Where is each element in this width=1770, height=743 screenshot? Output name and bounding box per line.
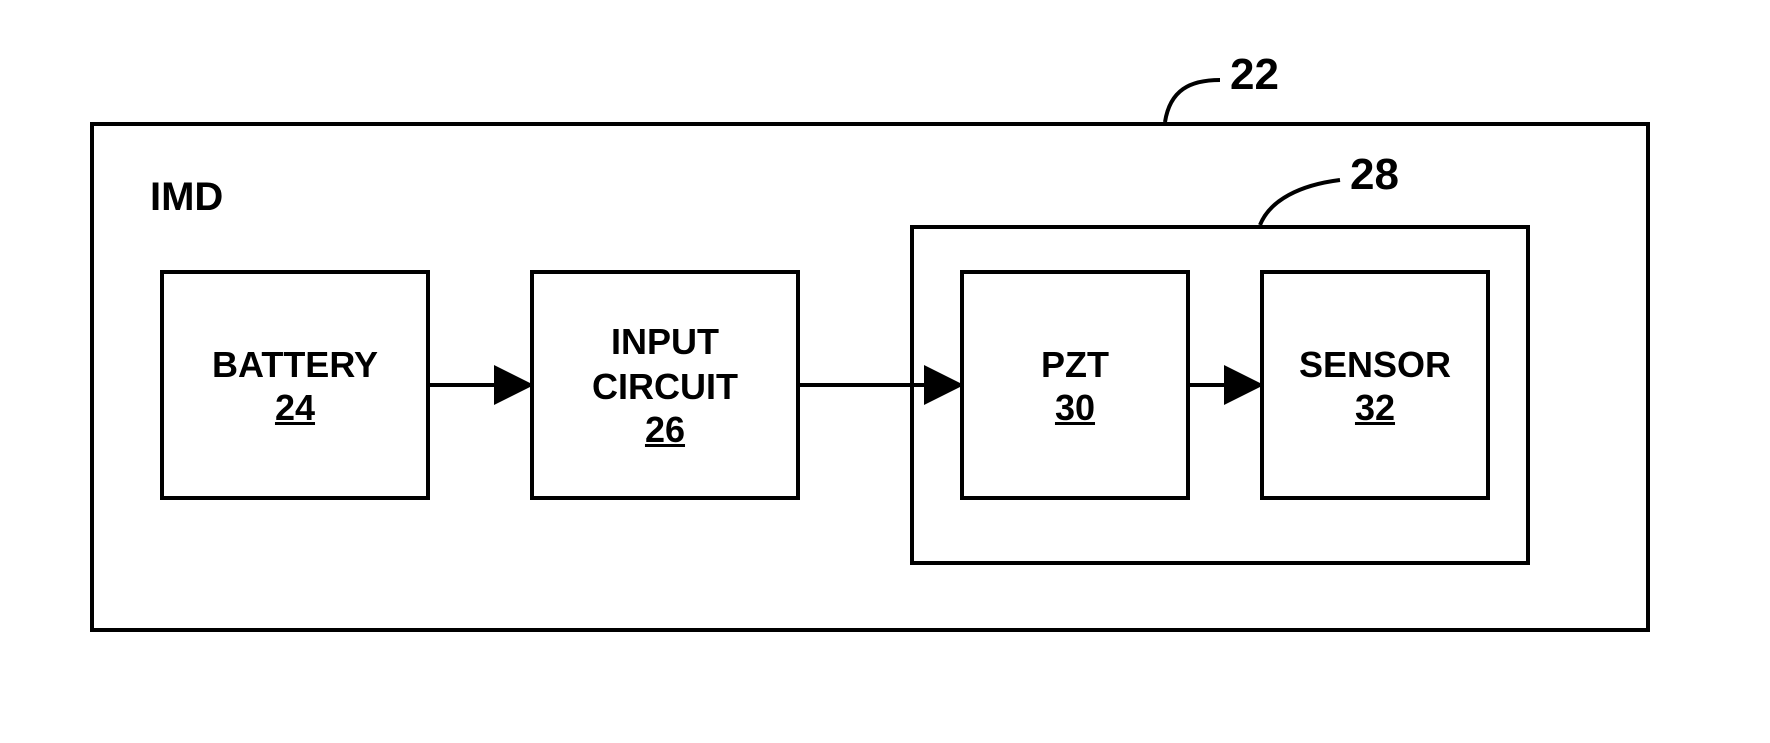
pzt-ref: 30 <box>1055 387 1095 429</box>
battery-ref: 24 <box>275 387 315 429</box>
ref-28-label: 28 <box>1350 150 1399 200</box>
ref-22-label: 22 <box>1230 50 1279 100</box>
sensor-block: SENSOR 32 <box>1260 270 1490 500</box>
battery-label: BATTERY <box>212 342 378 387</box>
input-circuit-block: INPUTCIRCUIT 26 <box>530 270 800 500</box>
battery-block: BATTERY 24 <box>160 270 430 500</box>
pzt-label: PZT <box>1041 342 1109 387</box>
sensor-ref: 32 <box>1355 387 1395 429</box>
input-circuit-ref: 26 <box>645 409 685 451</box>
pzt-block: PZT 30 <box>960 270 1190 500</box>
sensor-label: SENSOR <box>1299 342 1451 387</box>
imd-label: IMD <box>150 175 223 220</box>
input-circuit-label: INPUTCIRCUIT <box>592 319 738 409</box>
